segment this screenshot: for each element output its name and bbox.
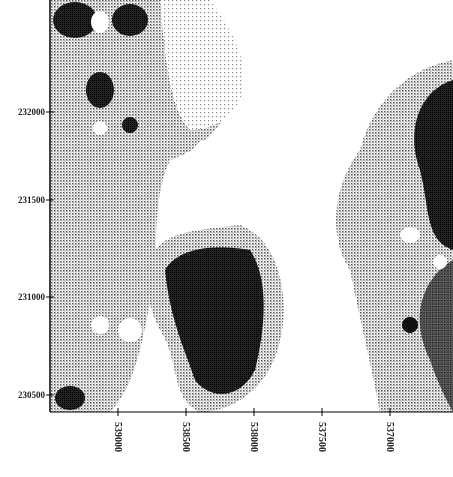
page: 232000 231500 231000 230500 539000 53850… xyxy=(0,0,453,477)
y-axis-labels: 232000 231500 231000 230500 xyxy=(18,107,46,400)
x-axis-label: 538000 xyxy=(248,422,259,452)
x-axis-labels: 539000 538500 538000 537500 537000 xyxy=(112,422,395,452)
y-axis-label: 232000 xyxy=(18,107,46,117)
map: 232000 231500 231000 230500 539000 53850… xyxy=(0,0,453,477)
y-axis-label: 231500 xyxy=(18,195,46,205)
x-axis-label: 538500 xyxy=(180,422,191,452)
x-axis-label: 539000 xyxy=(112,422,123,452)
y-axis-label: 230500 xyxy=(18,390,46,400)
x-axis-label: 537000 xyxy=(384,422,395,452)
x-axis-label: 537500 xyxy=(316,422,327,452)
map-raster xyxy=(50,0,453,412)
y-axis-label: 231000 xyxy=(18,292,46,302)
